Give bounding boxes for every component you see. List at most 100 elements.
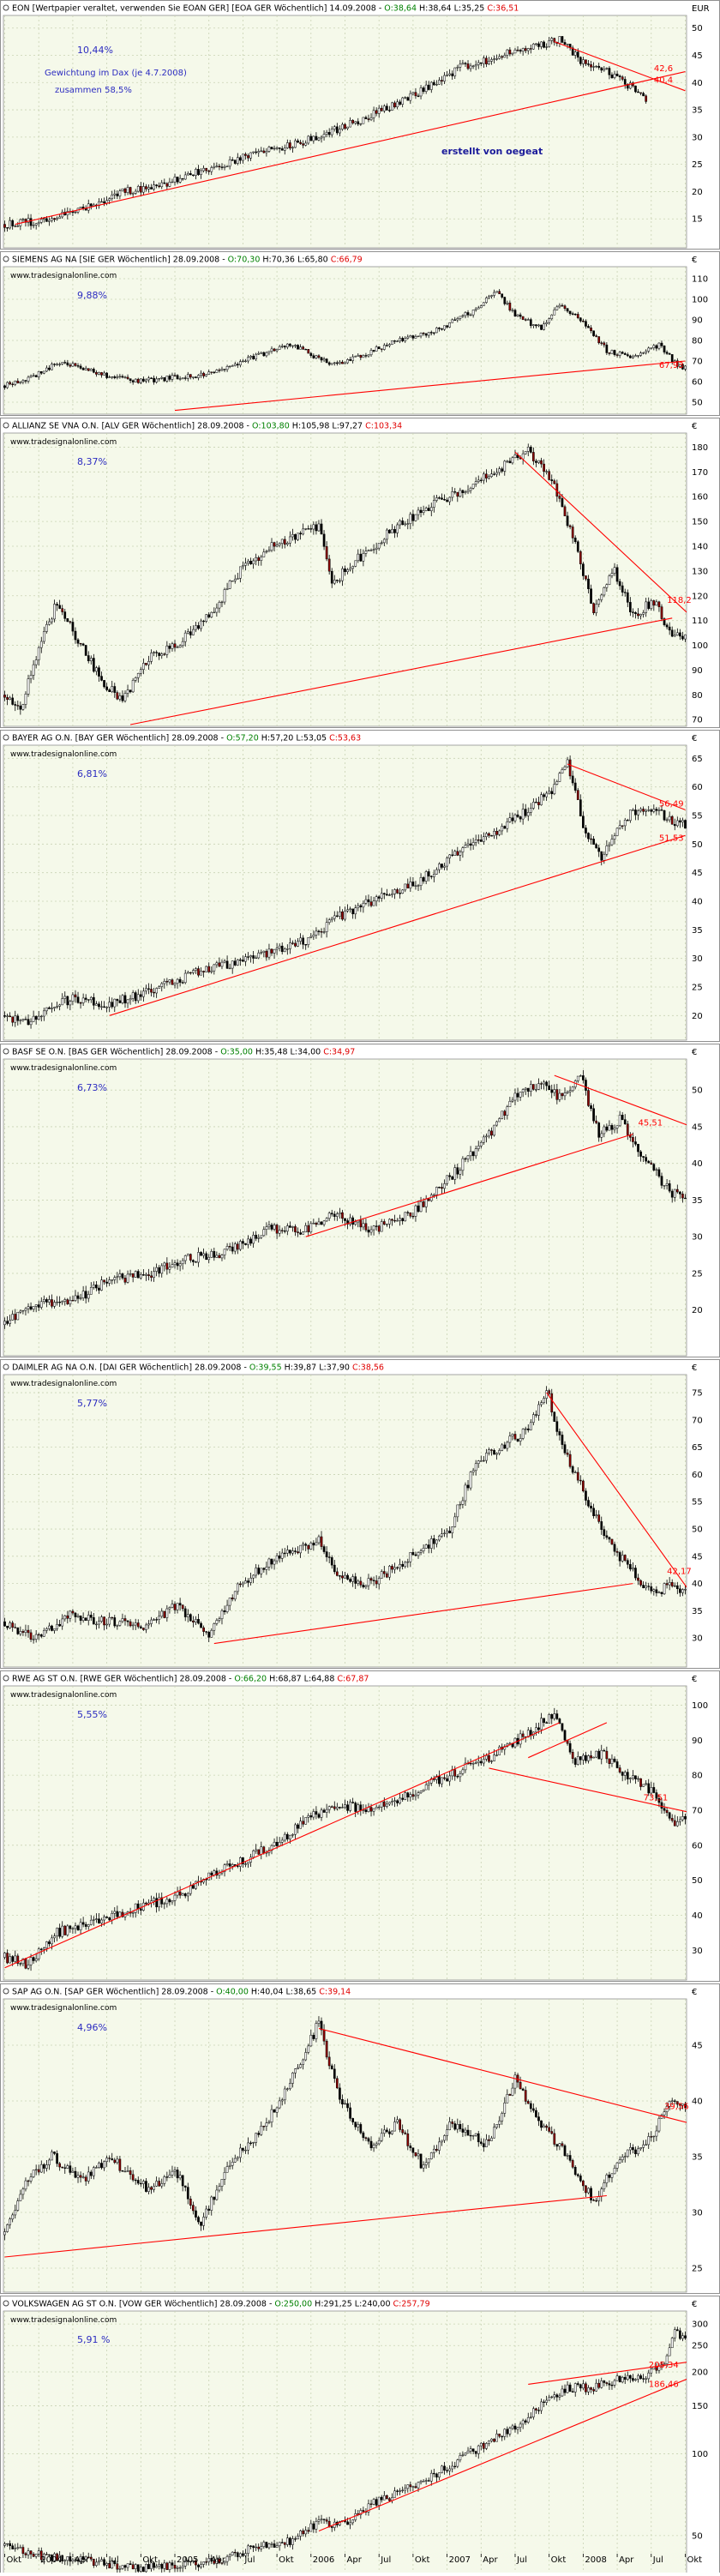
y-tick-label: 70 xyxy=(692,358,703,367)
candle-body xyxy=(122,1618,123,1621)
candle-body xyxy=(221,602,223,603)
y-tick-label: 70 xyxy=(692,716,703,725)
candle-body xyxy=(261,352,262,353)
candle-body xyxy=(35,224,37,226)
candle-body xyxy=(328,2057,330,2066)
candle-body xyxy=(308,528,309,529)
candle-body xyxy=(213,1623,215,1630)
candle-body xyxy=(624,1773,626,1776)
candle-body xyxy=(179,1604,181,1605)
candle-body xyxy=(326,1809,327,1812)
candle-body xyxy=(3,1622,5,1626)
candle-body xyxy=(67,996,69,1005)
candle-body xyxy=(632,357,633,358)
candle-body xyxy=(85,645,87,655)
candle-body xyxy=(634,1141,636,1144)
candle-body xyxy=(211,1251,213,1257)
candle-body xyxy=(80,207,81,208)
candle-body xyxy=(15,226,16,227)
candle-body xyxy=(614,568,615,574)
candle-body xyxy=(64,2168,66,2169)
candle-body xyxy=(590,839,591,840)
candle-body xyxy=(537,2117,539,2122)
candle-body xyxy=(12,2546,14,2549)
candle-body xyxy=(443,2135,445,2140)
candle-body xyxy=(609,2175,610,2177)
candle-body xyxy=(127,2564,129,2567)
candle-body xyxy=(676,633,678,635)
candle-body xyxy=(391,529,393,533)
candle-body xyxy=(43,371,45,373)
candle-body xyxy=(535,1728,537,1732)
candle-body xyxy=(3,1015,5,1016)
candle-body xyxy=(504,1445,506,1448)
candle-body xyxy=(147,2564,149,2568)
candle-body xyxy=(276,147,278,148)
candle-body xyxy=(284,2089,285,2100)
unit-label: € xyxy=(692,1988,697,1997)
ohlc-low: L:53,05 xyxy=(293,734,327,743)
candle-body xyxy=(386,1574,387,1577)
candle-body xyxy=(681,1194,683,1198)
candle-body xyxy=(6,1321,8,1324)
candle-body xyxy=(488,1131,489,1136)
candle-body xyxy=(514,2075,516,2088)
candle-body xyxy=(159,987,160,989)
candle-body xyxy=(549,319,550,323)
candle-body xyxy=(67,2556,69,2560)
candle-body xyxy=(137,379,139,382)
candle-body xyxy=(237,2553,238,2557)
candle-body xyxy=(208,1632,210,1637)
candle-body xyxy=(425,1785,427,1790)
candle-body xyxy=(676,821,678,826)
candle-body xyxy=(402,338,404,340)
candle-body xyxy=(9,1320,11,1323)
y-tick-label: 100 xyxy=(692,296,708,305)
candle-body xyxy=(579,1480,581,1481)
candle-body xyxy=(352,2519,354,2522)
candle-body xyxy=(100,1280,102,1291)
candle-body xyxy=(169,1608,171,1610)
candle-body xyxy=(98,1004,99,1007)
candle-body xyxy=(443,1778,445,1779)
candle-body xyxy=(77,1296,79,1298)
candle-body xyxy=(423,510,424,512)
ohlc-open: O:40,00 xyxy=(216,1988,249,1997)
candle-body xyxy=(164,377,165,381)
candle-body xyxy=(676,1586,678,1589)
candle-body xyxy=(648,602,650,609)
candle-body xyxy=(184,2186,186,2188)
candle-body xyxy=(156,185,158,186)
candle-body xyxy=(365,117,367,119)
candle-body xyxy=(530,809,531,813)
candle-body xyxy=(12,220,14,226)
candle-body xyxy=(297,1552,298,1553)
candle-body xyxy=(119,1001,121,1003)
candle-body xyxy=(525,2091,526,2102)
candle-body xyxy=(145,187,147,190)
candle-body xyxy=(286,543,288,545)
candle-body xyxy=(62,2167,63,2168)
candle-body xyxy=(658,343,660,348)
candle-body xyxy=(145,2564,147,2572)
candle-body xyxy=(477,1461,479,1464)
candle-body xyxy=(609,69,610,75)
candle-body xyxy=(574,314,576,315)
candle-body xyxy=(40,2164,42,2172)
candle-body xyxy=(592,331,594,336)
candle-body xyxy=(475,482,477,485)
candle-body xyxy=(504,1111,506,1116)
candle-body xyxy=(449,2469,451,2471)
candle-body xyxy=(360,355,362,358)
candle-body xyxy=(381,2134,382,2140)
candle-body xyxy=(346,569,348,571)
candle-body xyxy=(153,992,154,993)
candle-body xyxy=(614,836,615,840)
candle-body xyxy=(634,810,636,815)
candle-body xyxy=(289,142,291,147)
candle-body xyxy=(514,1093,516,1100)
candle-body xyxy=(117,1911,118,1917)
candle-body xyxy=(303,1544,304,1545)
candle-body xyxy=(420,1551,422,1553)
candle-body xyxy=(303,938,304,944)
